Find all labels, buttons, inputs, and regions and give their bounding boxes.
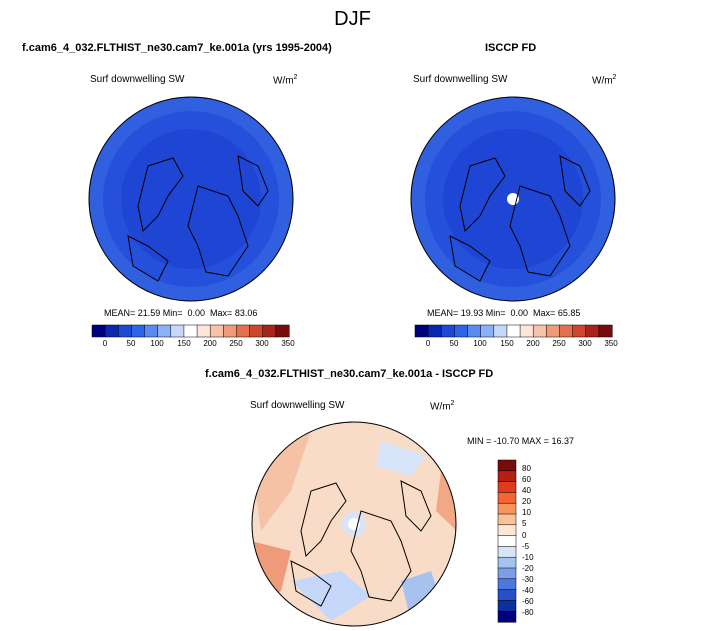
diff-tick-neg5: -5	[522, 542, 530, 551]
diff-tick-60: 60	[522, 475, 531, 484]
obs-tick-300: 300	[578, 339, 592, 348]
diff-units-label: W/m2	[430, 400, 455, 413]
obs-colorbar-swatch-4	[467, 324, 482, 338]
obs-tick-350: 350	[604, 339, 618, 348]
diff-colorbar-swatch-8	[497, 546, 517, 558]
diff-colorbar-swatch-0	[497, 459, 517, 472]
model-stats: MEAN= 21.59 Min= 0.00 Max= 83.06	[104, 308, 258, 318]
diff-variable-label: Surf downwelling SW	[250, 400, 345, 411]
diff-tick-neg30: -30	[522, 575, 534, 584]
diff-colorbar-swatch-10	[497, 567, 517, 580]
model-colorbar-swatch-3	[131, 324, 146, 338]
obs-colorbar-swatch-0	[414, 324, 429, 338]
model-colorbar-swatch-8	[196, 324, 211, 338]
diff-colorbar	[497, 459, 517, 623]
obs-colorbar-swatch-8	[519, 324, 534, 338]
obs-tick-100: 100	[473, 339, 487, 348]
diff-colorbar-swatch-9	[497, 556, 517, 569]
obs-tick-250: 250	[552, 339, 566, 348]
diff-colorbar-swatch-14	[497, 610, 517, 623]
model-colorbar-swatch-6	[170, 324, 185, 338]
diff-tick-neg40: -40	[522, 586, 534, 595]
model-tick-300: 300	[255, 339, 269, 348]
model-tick-150: 150	[177, 339, 191, 348]
obs-colorbar-swatch-13	[585, 324, 600, 338]
obs-colorbar-swatch-5	[480, 324, 495, 338]
model-colorbar	[91, 324, 290, 338]
model-tick-0: 0	[102, 339, 108, 348]
diff-colorbar-swatch-4	[497, 502, 517, 515]
model-tick-100: 100	[150, 339, 164, 348]
obs-colorbar	[414, 324, 613, 338]
diff-panel-header: f.cam6_4_032.FLTHIST_ne30.cam7_ke.001a -…	[205, 368, 494, 380]
figure-title: DJF	[334, 8, 371, 30]
model-colorbar-swatch-7	[183, 324, 198, 338]
model-colorbar-swatch-11	[236, 324, 251, 338]
obs-colorbar-swatch-10	[546, 324, 561, 338]
obs-tick-200: 200	[526, 339, 540, 348]
model-colorbar-swatch-5	[157, 324, 172, 338]
diff-tick-neg60: -60	[522, 597, 534, 606]
model-colorbar-ticks: 0 50 100 150 200 250 300 350	[92, 339, 295, 351]
diff-tick-10: 10	[522, 508, 531, 517]
model-colorbar-swatch-14	[275, 324, 290, 338]
diff-colorbar-swatch-13	[497, 600, 517, 612]
diff-colorbar-ticks: 80 60 40 20 10 5 0 -5 -10 -20 -30 -40 -6…	[522, 460, 562, 622]
diff-colorbar-swatch-2	[497, 481, 517, 493]
obs-colorbar-swatch-3	[454, 324, 469, 338]
diff-tick-5: 5	[522, 519, 527, 528]
model-colorbar-swatch-10	[223, 324, 238, 338]
obs-colorbar-swatch-6	[493, 324, 508, 338]
diff-tick-neg20: -20	[522, 564, 534, 573]
model-colorbar-swatch-1	[104, 324, 119, 338]
obs-colorbar-swatch-7	[506, 324, 521, 338]
diff-colorbar-swatch-5	[497, 513, 517, 526]
obs-variable-label: Surf downwelling SW	[413, 74, 508, 85]
model-colorbar-swatch-12	[249, 324, 264, 338]
model-colorbar-swatch-4	[144, 324, 159, 338]
diff-tick-80: 80	[522, 464, 531, 473]
diff-colorbar-swatch-12	[497, 589, 517, 601]
model-colorbar-swatch-0	[91, 324, 106, 338]
obs-colorbar-swatch-12	[572, 324, 587, 338]
model-polar-map	[88, 96, 294, 302]
obs-colorbar-ticks: 0 50 100 150 200 250 300 350	[415, 339, 618, 351]
diff-colorbar-swatch-3	[497, 492, 517, 504]
diff-tick-neg10: -10	[522, 553, 534, 562]
model-tick-50: 50	[126, 339, 136, 348]
obs-colorbar-swatch-9	[532, 324, 547, 338]
obs-stats: MEAN= 19.93 Min= 0.00 Max= 65.85	[427, 308, 581, 318]
model-colorbar-swatch-13	[262, 324, 277, 338]
obs-units-label: W/m2	[592, 74, 617, 87]
model-colorbar-swatch-2	[118, 324, 132, 338]
obs-colorbar-swatch-2	[441, 324, 455, 338]
obs-tick-150: 150	[500, 339, 514, 348]
diff-tick-neg80: -80	[522, 608, 534, 617]
diff-colorbar-swatch-1	[497, 470, 517, 483]
model-colorbar-swatch-9	[209, 324, 224, 338]
obs-tick-0: 0	[425, 339, 431, 348]
model-variable-label: Surf downwelling SW	[90, 74, 185, 85]
model-tick-350: 350	[281, 339, 295, 348]
diff-stats: MIN = -10.70 MAX = 16.37	[467, 436, 575, 446]
obs-colorbar-swatch-1	[427, 324, 442, 338]
obs-polar-map	[410, 96, 616, 302]
diff-tick-40: 40	[522, 486, 531, 495]
diff-colorbar-swatch-7	[497, 535, 517, 547]
diff-tick-20: 20	[522, 497, 531, 506]
obs-colorbar-swatch-14	[598, 324, 613, 338]
obs-panel-header: ISCCP FD	[485, 42, 537, 54]
model-tick-250: 250	[229, 339, 243, 348]
model-tick-200: 200	[203, 339, 217, 348]
obs-colorbar-swatch-11	[559, 324, 574, 338]
diff-colorbar-swatch-11	[497, 578, 517, 591]
diff-tick-0: 0	[522, 531, 527, 540]
diff-polar-map	[251, 421, 457, 627]
diff-colorbar-swatch-6	[497, 524, 517, 537]
model-panel-header: f.cam6_4_032.FLTHIST_ne30.cam7_ke.001a (…	[22, 42, 332, 54]
obs-tick-50: 50	[449, 339, 459, 348]
model-units-label: W/m2	[273, 74, 298, 87]
